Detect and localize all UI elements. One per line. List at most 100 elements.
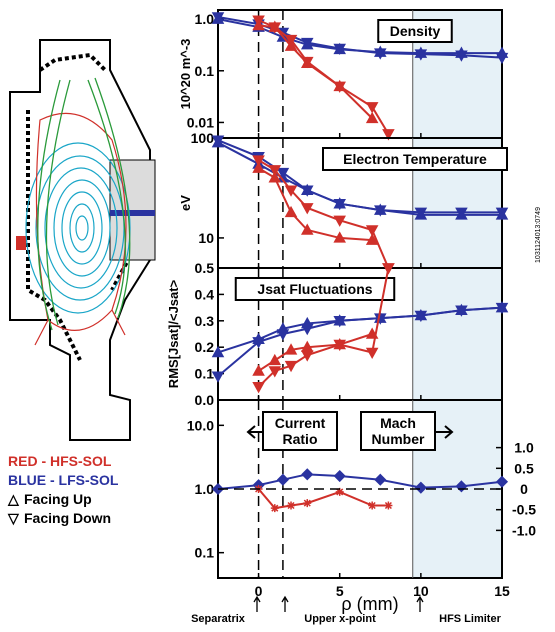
data-point: [300, 56, 314, 68]
panel-title: Density: [390, 23, 441, 39]
legend-down: ▽ Facing Down: [8, 509, 168, 528]
y-tick-label: 0.2: [195, 339, 215, 355]
data-point: [374, 45, 387, 57]
y2-tick-label: -1.0: [512, 522, 536, 538]
data-point: [252, 332, 265, 345]
mach-number-box-text: Mach: [380, 415, 416, 431]
data-point: [276, 473, 289, 486]
data-point: [268, 165, 282, 177]
data-point: [382, 263, 395, 275]
data-point: [301, 468, 314, 481]
mach-number-box-text: Number: [372, 431, 425, 447]
left-arrow-icon: [246, 425, 263, 439]
data-point: [455, 303, 468, 315]
shot-id-label: 1031124013:0749: [535, 207, 542, 263]
hfs-probe-icon: [16, 236, 26, 250]
xpoint-label: Upper x-point: [304, 613, 376, 625]
series-line: [258, 19, 390, 135]
data-point: [374, 203, 387, 215]
title-box: [234, 277, 396, 301]
data-point: [333, 215, 346, 227]
data-point: [284, 185, 298, 197]
y-axis-label: eV: [178, 195, 193, 211]
data-point: [333, 42, 346, 55]
mach-number-box: [360, 411, 436, 451]
y-axis-label: RMS[Jsat]/<Jsat>: [166, 279, 181, 388]
title-box: [377, 19, 453, 43]
y-tick-label: 0.1: [195, 545, 215, 561]
x-tick-label: 10: [413, 583, 429, 599]
data-point: [382, 129, 395, 141]
data-point: [495, 475, 509, 488]
data-point: [300, 203, 314, 215]
data-point: [495, 208, 509, 220]
data-point: [414, 308, 428, 321]
y-tick-label: 0.1: [195, 366, 215, 382]
data-point: [252, 155, 265, 167]
data-point: [335, 487, 344, 496]
panel-title: Jsat Fluctuations: [257, 281, 372, 297]
x-tick-label: 15: [494, 583, 510, 599]
data-point: [365, 347, 379, 360]
y2-tick-label: 0.5: [514, 460, 534, 476]
separatrix-label: Separatrix: [191, 613, 246, 625]
y-tick-label: 100: [191, 130, 215, 146]
data-point: [211, 12, 225, 24]
y-tick-label: 0.0: [195, 392, 215, 408]
limiter-shade: [412, 268, 502, 400]
current-ratio-box-text: Ratio: [283, 431, 318, 447]
data-point: [333, 197, 346, 209]
data-point: [365, 233, 379, 245]
y-tick-label: 0.01: [187, 114, 214, 130]
data-point: [211, 371, 225, 383]
right-arrow-icon: [435, 425, 454, 439]
data-point: [333, 231, 346, 243]
data-point: [303, 499, 312, 508]
data-point: [300, 350, 314, 362]
data-point: [374, 473, 387, 486]
series-line: [258, 159, 390, 269]
data-point: [252, 161, 265, 173]
y2-tick-label: -0.5: [512, 502, 536, 518]
data-point: [365, 111, 379, 124]
data-point: [252, 364, 265, 376]
data-point: [365, 327, 379, 339]
y-axis-label: 10^20 m^-3: [178, 39, 193, 110]
data-point: [276, 322, 290, 334]
data-point: [300, 183, 314, 195]
sol-lines-icon: [37, 77, 131, 331]
data-point: [284, 343, 298, 355]
x-axis-label: ρ (mm): [341, 594, 398, 614]
data-point: [211, 136, 225, 148]
data-point: [252, 19, 265, 31]
triangle-up-icon: △: [8, 491, 19, 507]
data-point: [368, 501, 377, 510]
y2-tick-label: 0: [520, 481, 528, 497]
data-point: [300, 340, 314, 352]
data-point: [455, 46, 468, 58]
data-point: [268, 20, 282, 32]
data-point: [384, 501, 393, 510]
data-point: [284, 205, 298, 218]
y-tick-label: 0.1: [195, 63, 215, 79]
data-point: [495, 301, 509, 313]
legend-up: △ Facing Up: [8, 490, 168, 509]
legend-blue: BLUE - LFS-SOL: [8, 472, 119, 488]
legend: RED - HFS-SOL BLUE - LFS-SOL △ Facing Up …: [8, 452, 168, 528]
data-point: [300, 223, 314, 235]
vessel-outline-icon: [9, 39, 151, 441]
data-point: [455, 208, 468, 220]
title-box: [322, 147, 508, 171]
data-point: [333, 314, 346, 326]
series-line: [258, 24, 373, 120]
data-point: [268, 353, 282, 366]
data-point: [284, 39, 298, 51]
lfs-probe-icon: [110, 210, 155, 216]
data-point: [211, 345, 225, 358]
data-point: [365, 225, 379, 237]
data-point: [414, 481, 427, 494]
y-tick-label: 1.0: [195, 481, 215, 497]
current-ratio-box: [262, 411, 338, 451]
data-point: [268, 171, 282, 183]
